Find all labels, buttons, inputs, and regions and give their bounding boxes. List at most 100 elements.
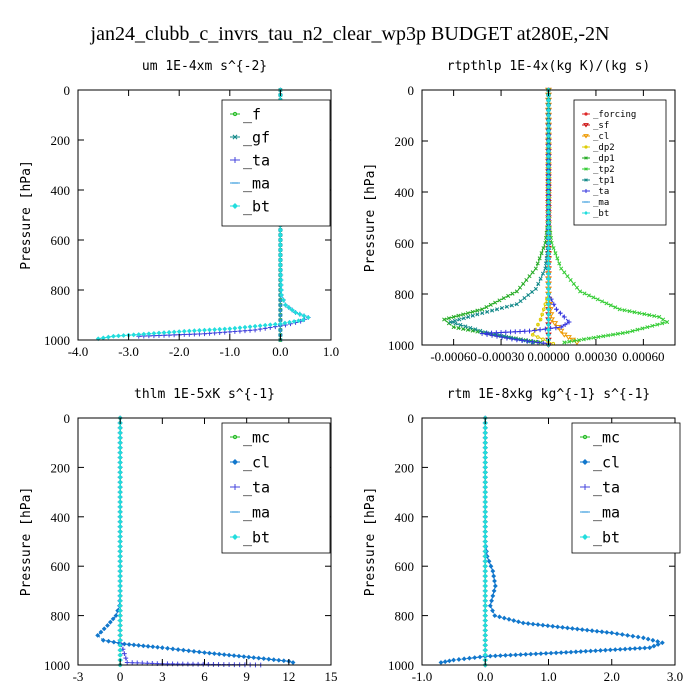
- panel-title: rtpthlp 1E-4x(kg K)/(kg s): [447, 59, 651, 74]
- data-point: [540, 271, 545, 276]
- data-point: [300, 317, 306, 323]
- y-tick-label: 800: [51, 283, 71, 298]
- data-point: [546, 266, 551, 271]
- data-point: [561, 314, 567, 320]
- x-tick-label: 6: [201, 669, 208, 684]
- data-point: [482, 499, 488, 505]
- data-point: [279, 292, 284, 298]
- data-point: [105, 334, 111, 340]
- legend-label: _bt: [593, 528, 620, 546]
- data-point: [535, 622, 541, 628]
- data-point: [518, 285, 523, 290]
- x-tick-label: -3.0: [118, 344, 139, 359]
- data-point: [482, 593, 488, 599]
- data-point: [527, 328, 532, 334]
- panel-title: thlm 1E-5xK s^{-1}: [134, 387, 275, 402]
- data-point: [546, 143, 551, 149]
- data-point: [509, 336, 515, 342]
- data-point: [482, 489, 488, 495]
- data-point: [482, 465, 488, 470]
- y-tick-label: 800: [395, 609, 415, 624]
- data-point: [467, 655, 472, 661]
- data-point: [278, 252, 283, 258]
- data-point: [489, 332, 495, 338]
- chart-panel-2: rtpthlp 1E-4x(kg K)/(kg s) Pressure [hPa]…: [363, 59, 676, 364]
- data-point: [598, 648, 603, 653]
- data-point: [475, 312, 480, 317]
- data-point: [278, 257, 283, 263]
- data-point: [533, 327, 538, 332]
- y-tick-label: 200: [395, 134, 415, 149]
- data-point: [581, 337, 586, 342]
- x-tick-label: 15: [325, 669, 338, 684]
- data-point: [503, 329, 509, 335]
- x-tick-label: 12: [282, 669, 295, 684]
- data-point: [546, 235, 551, 241]
- data-point: [482, 613, 488, 618]
- data-point: [482, 469, 488, 475]
- data-point: [267, 322, 273, 328]
- y-tick-label: 1000: [388, 658, 414, 673]
- data-point: [612, 647, 618, 653]
- data-point: [568, 649, 574, 655]
- y-tick-label: 400: [51, 510, 71, 525]
- legend-label: _bt: [243, 528, 270, 546]
- data-point: [117, 514, 123, 520]
- data-point: [101, 626, 107, 632]
- data-point: [297, 311, 303, 317]
- data-point: [305, 315, 311, 320]
- y-tick-label: 600: [51, 233, 71, 248]
- data-point: [492, 653, 498, 659]
- data-point: [205, 661, 211, 667]
- data-point: [207, 327, 212, 333]
- data-point: [608, 303, 613, 308]
- data-point: [490, 308, 495, 313]
- data-point: [546, 128, 551, 134]
- data-point: [282, 320, 288, 326]
- data-point: [117, 479, 123, 485]
- data-point: [652, 313, 657, 319]
- data-point: [546, 169, 551, 174]
- data-point: [546, 102, 551, 108]
- data-point: [446, 316, 451, 321]
- data-point: [117, 539, 123, 544]
- data-point: [546, 215, 551, 220]
- data-point: [591, 295, 596, 300]
- data-point: [117, 603, 123, 609]
- data-point: [637, 645, 643, 651]
- data-point: [252, 323, 258, 329]
- data-point: [111, 333, 116, 339]
- y-tick-label: 0: [64, 411, 71, 426]
- data-point: [278, 272, 284, 278]
- data-point: [296, 318, 302, 324]
- data-point: [136, 332, 142, 337]
- y-tick-label: 400: [395, 510, 415, 525]
- data-point: [117, 529, 123, 535]
- data-point: [161, 330, 167, 336]
- data-point: [645, 636, 651, 642]
- x-tick-label: 0.00000: [527, 349, 569, 364]
- data-point: [491, 573, 497, 579]
- data-point: [583, 648, 589, 654]
- data-point: [141, 331, 147, 337]
- data-point: [487, 653, 493, 659]
- series-bt: [117, 415, 123, 668]
- data-point: [117, 637, 123, 643]
- data-point: [117, 588, 123, 594]
- data-point: [536, 322, 540, 327]
- data-point: [482, 578, 488, 584]
- data-point: [622, 308, 627, 313]
- data-point: [659, 640, 665, 646]
- data-point: [492, 613, 498, 618]
- data-point: [472, 655, 478, 660]
- data-point: [574, 285, 579, 290]
- data-point: [107, 619, 113, 625]
- data-point: [546, 159, 551, 164]
- data-point: [553, 650, 559, 656]
- data-point: [627, 646, 633, 652]
- data-point: [546, 210, 551, 215]
- data-point: [461, 312, 466, 317]
- data-point: [482, 450, 488, 455]
- data-point: [546, 281, 551, 287]
- data-point: [257, 323, 263, 329]
